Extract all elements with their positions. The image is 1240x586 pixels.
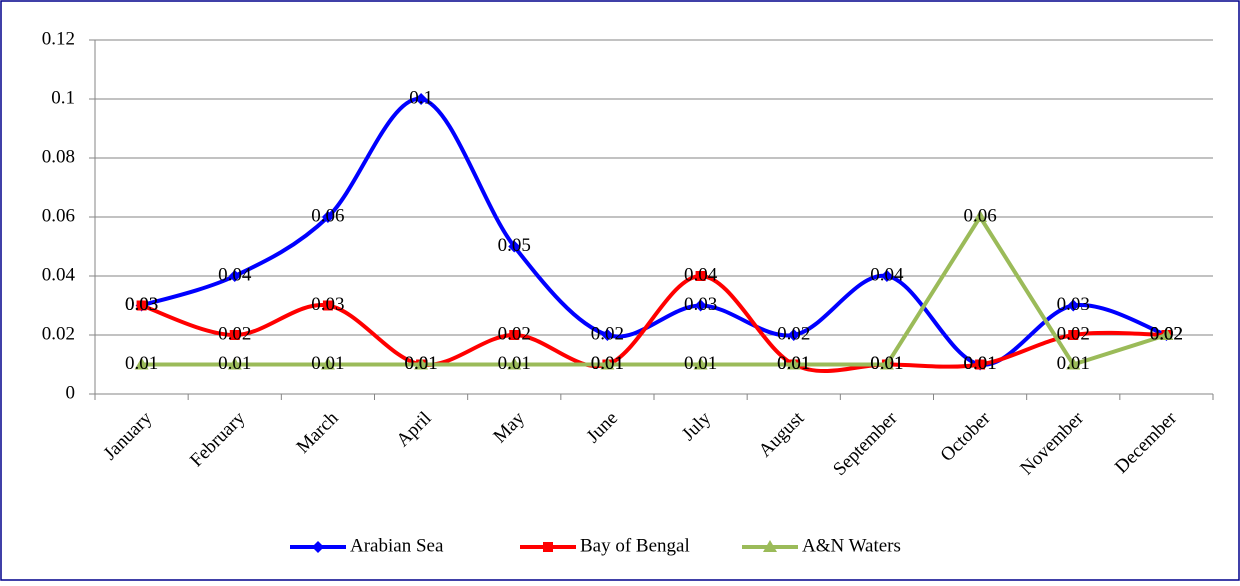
y-tick-label: 0 (66, 382, 76, 403)
data-label: 0.01 (591, 353, 624, 374)
data-label: 0.03 (125, 294, 158, 315)
marker (600, 357, 615, 370)
data-label: 0.03 (125, 294, 158, 315)
series-line (139, 215, 1169, 367)
data-label: 0.03 (1057, 294, 1090, 315)
data-label: 0.01 (311, 353, 344, 374)
marker (975, 359, 986, 370)
legend-label: Arabian Sea (350, 535, 444, 556)
marker (312, 541, 324, 553)
data-label: 0.02 (218, 323, 251, 344)
data-label: 0.01 (125, 353, 158, 374)
marker (508, 240, 521, 253)
marker (786, 357, 801, 370)
data-label: 0.1 (409, 87, 433, 108)
data-label: 0.02 (498, 323, 531, 344)
data-label: 0.01 (1057, 353, 1090, 374)
marker (507, 357, 522, 370)
marker (1068, 330, 1079, 340)
marker (787, 329, 800, 341)
data-label: 0.02 (1150, 323, 1183, 344)
data-label: 0.01 (498, 353, 531, 374)
marker (134, 357, 149, 370)
data-label: 0.01 (870, 353, 903, 374)
marker (415, 93, 428, 105)
data-label: 0.06 (311, 205, 344, 226)
data-label: 0.01 (963, 353, 996, 374)
data-label: 0.02 (591, 323, 624, 344)
marker (543, 542, 553, 552)
marker (694, 299, 707, 312)
marker (320, 357, 335, 370)
marker (763, 540, 777, 552)
legend: Arabian Sea Bay of Bengal A&N Waters (290, 535, 901, 556)
grid (89, 39, 1214, 400)
marker (1159, 328, 1174, 340)
marker (973, 210, 988, 222)
marker (880, 270, 893, 282)
data-label: 0.03 (311, 294, 344, 315)
data-label: 0.04 (684, 264, 718, 285)
data-label: 0.01 (404, 353, 437, 374)
marker (601, 329, 614, 341)
data-label: 0.01 (870, 353, 903, 374)
y-tick-label: 0.12 (42, 28, 75, 49)
marker (136, 300, 147, 311)
legend-label: Bay of Bengal (580, 535, 690, 556)
data-label: 0.01 (777, 353, 810, 374)
marker (1066, 357, 1081, 370)
marker (879, 357, 894, 370)
marker (695, 271, 706, 281)
marker (322, 300, 333, 311)
marker (227, 357, 242, 370)
lines (134, 93, 1174, 374)
marker (321, 211, 334, 223)
data-label: 0.01 (684, 353, 717, 374)
data-label: 0.01 (963, 353, 996, 374)
data-label: 0.03 (684, 294, 717, 315)
y-tick-label: 0.06 (42, 205, 75, 226)
data-label: 0.06 (963, 205, 996, 226)
y-tick-label: 0.08 (42, 146, 75, 167)
marker (414, 357, 429, 370)
y-tick-label: 0.04 (42, 264, 76, 285)
data-label: 0.05 (498, 235, 531, 256)
data-label: 0.02 (1150, 323, 1183, 344)
data-label: 0.01 (404, 353, 437, 374)
marker (228, 270, 241, 282)
y-tick-label: 0.02 (42, 323, 75, 344)
data-label: 0.04 (218, 264, 252, 285)
data-label: 0.01 (218, 353, 251, 374)
data-label: 0.02 (1057, 323, 1090, 344)
data-label: 0.04 (870, 264, 904, 285)
legend-label: A&N Waters (802, 535, 901, 556)
y-tick-label: 0.1 (51, 87, 75, 108)
marker (1067, 299, 1080, 312)
data-label: 0.01 (777, 353, 810, 374)
marker (693, 357, 708, 370)
data-label: 0.02 (777, 323, 810, 344)
data-label: 0.01 (591, 353, 624, 374)
marker (509, 330, 520, 340)
marker (229, 330, 240, 340)
data-label: 0.02 (1150, 323, 1183, 344)
